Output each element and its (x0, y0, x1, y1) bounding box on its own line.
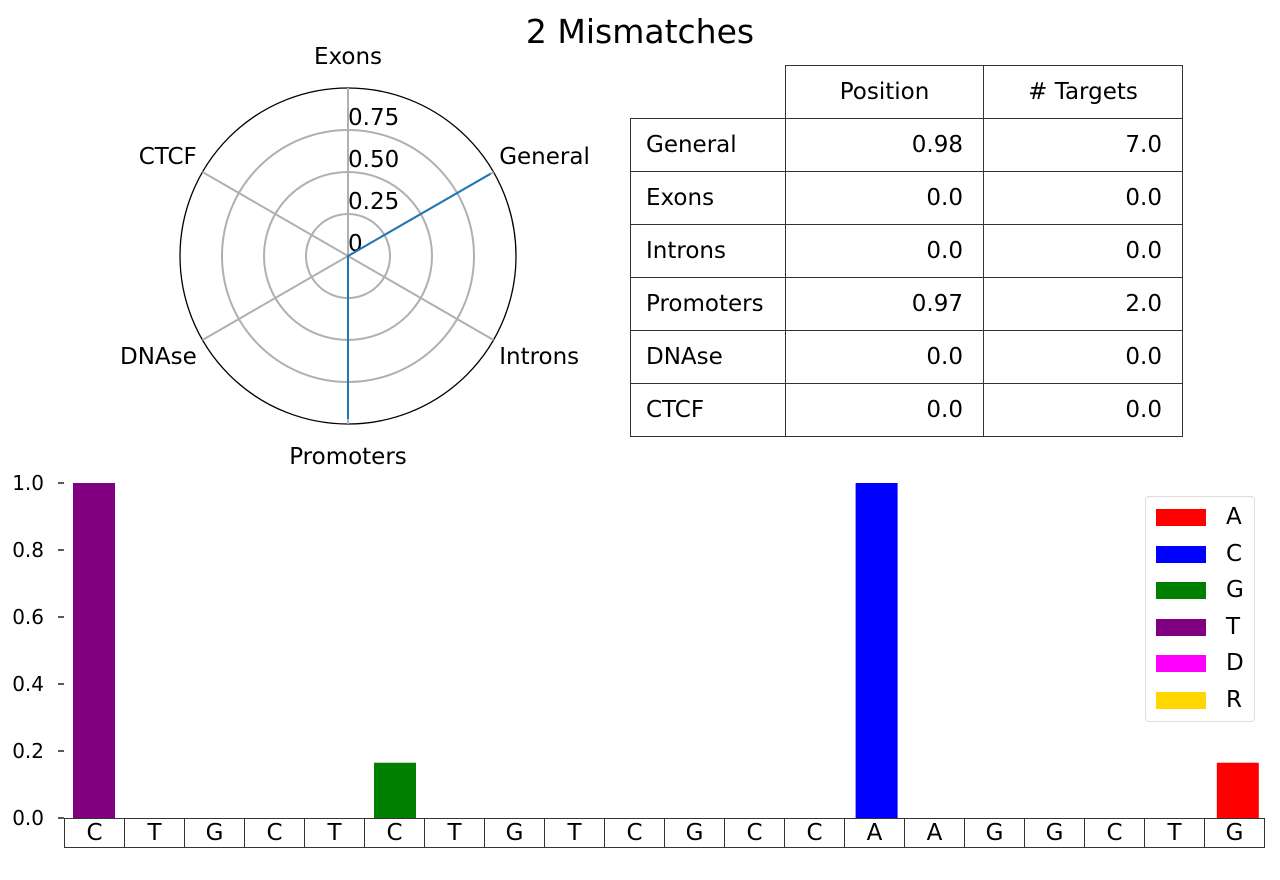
radar-axis-label: Promoters (289, 444, 407, 470)
table-cell: 0.0 (785, 171, 984, 225)
bar-g (374, 762, 416, 818)
table-row: Exons 0.0 0.0 (630, 171, 1183, 225)
legend-label: G (1226, 577, 1244, 603)
bar-t (73, 483, 115, 818)
y-tick-label: 0.8 (12, 538, 44, 562)
y-tick-label: 1.0 (12, 471, 44, 495)
table-row-label: DNAse (630, 330, 786, 384)
legend-label: D (1226, 650, 1244, 676)
table-cell: 0.0 (983, 224, 1183, 278)
radar-tick-label: 0.25 (348, 189, 399, 215)
sequence-cell: T (544, 818, 605, 848)
stats-table: Position # Targets General 0.98 7.0 Exons 0.0 0… (630, 65, 1183, 437)
legend-swatch (1156, 545, 1206, 563)
radar-tick-label: 0.50 (348, 147, 399, 173)
radar-axis-label: Exons (314, 44, 382, 70)
sequence-cell: T (1144, 818, 1205, 848)
sequence-cell: C (784, 818, 845, 848)
sequence-cell: C (64, 818, 125, 848)
table-row: General 0.98 7.0 (630, 118, 1183, 172)
table-cell: 7.0 (983, 118, 1183, 172)
table-row: CTCF 0.0 0.0 (630, 383, 1183, 437)
chart-title: 2 Mismatches (525, 12, 755, 51)
table-column-header: Position (785, 65, 984, 119)
legend-label: T (1226, 613, 1241, 640)
legend-label: C (1226, 540, 1243, 567)
sequence-cell: T (124, 818, 185, 848)
radar-spoke-ctcf (202, 171, 349, 257)
table-cell: 0.98 (785, 118, 984, 172)
sequence-cell: C (1084, 818, 1145, 848)
sequence-cell: G (484, 818, 545, 848)
table-row-label: CTCF (630, 383, 786, 437)
radar-spoke-dnase (202, 255, 349, 341)
y-tick-label: 0.0 (12, 806, 44, 830)
sequence-cell: C (604, 818, 665, 848)
table-row-label: General (630, 118, 786, 172)
sequence-cell: G (1204, 818, 1265, 848)
legend-swatch (1156, 618, 1206, 636)
table-cell: 0.0 (983, 171, 1183, 225)
sequence-cell: C (724, 818, 785, 848)
legend-swatch (1156, 509, 1206, 526)
radar-tick-label: 0.75 (348, 105, 399, 131)
radar-axis-label: General (499, 144, 590, 170)
radar-axis-label: CTCF (139, 144, 197, 170)
bar-a (1216, 762, 1259, 818)
table-row: DNAse 0.0 0.0 (630, 330, 1183, 384)
table-corner-cell (630, 65, 786, 119)
y-tick-label: 0.2 (12, 739, 44, 763)
table-cell: 0.0 (983, 383, 1183, 437)
radar-data-line (347, 172, 492, 419)
table-cell: 0.0 (785, 224, 984, 278)
sequence-cell: A (844, 818, 905, 848)
table-cell: 0.97 (785, 277, 984, 331)
table-row-label: Introns (630, 224, 786, 278)
sequence-cell: G (964, 818, 1025, 848)
table-row: Promoters 0.97 2.0 (630, 277, 1183, 331)
sequence-cell: T (304, 818, 365, 848)
bar-c (855, 483, 898, 818)
table-cell: 2.0 (983, 277, 1183, 331)
table-cell: 0.0 (785, 383, 984, 437)
legend-label: A (1226, 504, 1242, 530)
radar-chart: ExonsGeneralIntronsPromotersDNAseCTCF00.… (120, 44, 590, 470)
radar-spoke-introns (347, 255, 494, 341)
sequence-cell: G (184, 818, 245, 848)
radar-axis-label: DNAse (120, 344, 197, 370)
sequence-cell: A (904, 818, 965, 848)
radar-axis-label: Introns (499, 344, 579, 370)
legend-swatch (1156, 655, 1206, 672)
table-row: Introns 0.0 0.0 (630, 224, 1183, 278)
y-tick-label: 0.6 (12, 605, 44, 629)
table-row-label: Exons (630, 171, 786, 225)
sequence-cell: G (1024, 818, 1085, 848)
table-cell: 0.0 (983, 330, 1183, 384)
sequence-cell: G (664, 818, 725, 848)
sequence-cell: C (364, 818, 425, 848)
sequence-cell: C (244, 818, 305, 848)
legend-label: R (1226, 686, 1242, 713)
table-column-header: # Targets (983, 65, 1183, 119)
sequence-cell: T (424, 818, 485, 848)
legend-swatch (1156, 582, 1206, 599)
legend-swatch (1156, 691, 1206, 709)
y-tick-label: 0.4 (12, 672, 44, 696)
table-header-row: Position # Targets (630, 65, 1183, 119)
